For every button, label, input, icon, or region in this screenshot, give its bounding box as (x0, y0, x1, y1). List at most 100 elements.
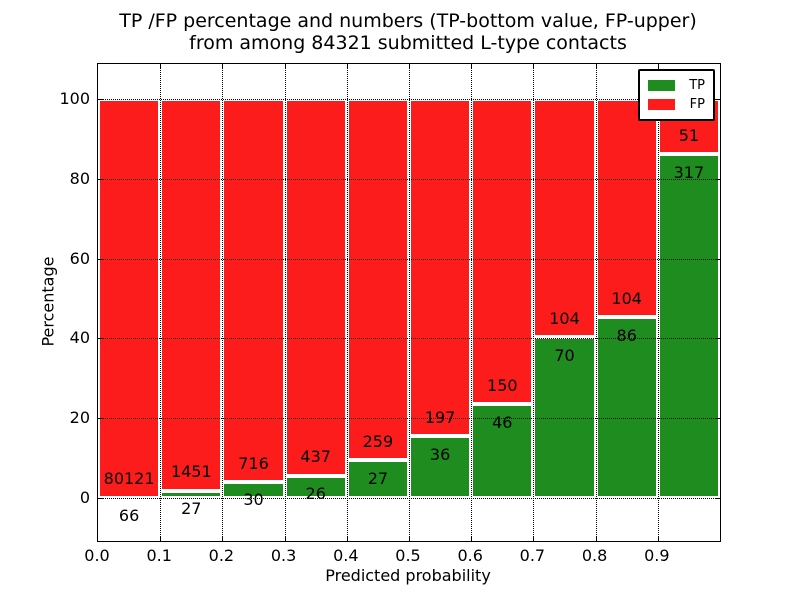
tickmark-y-right-100 (715, 99, 720, 100)
gridline-y-60 (98, 258, 720, 260)
x-tick-label-0.5: 0.5 (395, 546, 421, 565)
chart-title-line2: from among 84321 submitted L-type contac… (189, 32, 627, 54)
tickmark-x-top-6 (471, 64, 473, 69)
gridline-x-0.9 (657, 64, 659, 541)
annotation-fp-1: 1451 (170, 462, 212, 482)
gridline-x-0.3 (284, 64, 286, 541)
x-tick-label-0.6: 0.6 (457, 546, 483, 565)
bar-segment-fp-5 (409, 99, 472, 437)
tickmark-x-top-8 (595, 64, 597, 69)
annotation-fp-7: 104 (549, 309, 580, 329)
annotation-fp-3: 437 (300, 447, 331, 467)
tickmark-x-bottom-7 (533, 536, 535, 541)
annotation-fp-8: 104 (611, 289, 642, 309)
annotation-tp-8: 86 (616, 325, 637, 345)
tickmark-x-bottom-4 (346, 536, 348, 541)
tickmark-y-left-0 (98, 498, 103, 499)
bar-segment-tp-6 (471, 404, 534, 498)
x-tick-label-0.3: 0.3 (270, 546, 297, 565)
tickmark-x-bottom-1 (160, 536, 162, 541)
bar-segment-fp-2 (222, 99, 285, 482)
tickmark-y-left-20 (98, 418, 103, 420)
y-tick-label-40: 40 (69, 328, 90, 348)
plot-area: TP FP 80121 66 1451 27 716 30 437 26 259 27 197 36 15… (97, 63, 721, 542)
annotation-tp-2: 30 (243, 490, 264, 510)
tickmark-x-top-4 (346, 64, 348, 69)
tickmark-x-bottom-9 (657, 536, 659, 541)
bar-segment-fp-6 (471, 99, 534, 405)
y-tick-label-20: 20 (69, 408, 90, 428)
gridline-x-0.5 (409, 64, 410, 541)
annotation-tp-4: 27 (367, 468, 389, 488)
tickmark-y-left-40 (98, 338, 103, 340)
tickmark-x-bottom-2 (222, 536, 224, 541)
tickmark-y-left-100 (98, 99, 103, 100)
tickmark-x-top-3 (284, 64, 286, 69)
gridline-y-40 (98, 338, 720, 340)
gridline-y-20 (98, 418, 720, 420)
chart-title-line1: TP /FP percentage and numbers (TP-bottom… (119, 10, 697, 32)
x-tick-label-0.4: 0.4 (333, 546, 359, 565)
annotation-tp-7: 70 (554, 345, 575, 365)
bar-segment-tp-8 (595, 317, 658, 498)
gridline-y-0 (98, 498, 720, 499)
annotation-fp-4: 259 (362, 431, 394, 451)
tickmark-y-right-80 (715, 178, 720, 180)
legend-swatch-tp (648, 80, 675, 91)
tickmark-y-right-0 (715, 498, 720, 499)
x-tick-label-0.0: 0.0 (84, 546, 110, 565)
tickmark-x-bottom-3 (284, 536, 286, 541)
bar-segment-tp-9 (657, 154, 720, 498)
gridline-x-0.4 (346, 64, 348, 541)
annotation-tp-0: 66 (118, 506, 140, 526)
tickmark-y-left-80 (98, 178, 103, 180)
y-tick-label-80: 80 (69, 168, 90, 188)
annotation-tp-3: 26 (305, 483, 326, 503)
chart-title: TP /FP percentage and numbers (TP-bottom… (97, 10, 719, 54)
bar-segment-tp-3 (284, 475, 347, 498)
legend-item-tp: TP (648, 76, 705, 95)
annotation-tp-5: 36 (429, 444, 451, 464)
bar-segment-fp-1 (160, 99, 223, 491)
x-tick-label-0.9: 0.9 (644, 546, 670, 565)
legend-item-fp: FP (648, 95, 705, 114)
tickmark-x-top-2 (222, 64, 224, 69)
legend-swatch-fp (648, 99, 675, 110)
gridline-y-100 (98, 99, 720, 100)
y-tick-label-0: 0 (79, 488, 90, 507)
gridline-x-0.8 (595, 64, 597, 541)
y-axis-label: Percentage (38, 256, 58, 347)
x-tick-label-0.7: 0.7 (519, 546, 546, 565)
annotation-fp-2: 716 (238, 453, 269, 473)
tickmark-x-bottom-6 (471, 536, 473, 541)
tickmark-x-top-7 (533, 64, 535, 69)
bar-segment-fp-3 (284, 99, 347, 476)
bar-segment-tp-4 (346, 460, 409, 498)
annotation-fp-0: 80121 (103, 469, 155, 489)
annotation-fp-5: 197 (424, 407, 456, 427)
annotation-tp-1: 27 (181, 499, 202, 519)
gridline-x-0.7 (533, 64, 535, 541)
tickmark-y-right-20 (715, 418, 720, 420)
x-axis-label: Predicted probability (325, 566, 491, 585)
tickmark-x-bottom-8 (595, 536, 597, 541)
gridline-y-80 (98, 178, 720, 180)
tickmark-y-right-60 (715, 258, 720, 260)
annotation-tp-6: 46 (492, 412, 513, 432)
bar-segment-tp-2 (222, 481, 285, 498)
tickmark-x-top-5 (409, 64, 410, 69)
legend-label-tp: TP (689, 78, 705, 93)
tickmark-y-left-60 (98, 258, 103, 260)
annotation-tp-9: 317 (673, 162, 705, 182)
tickmark-x-top-1 (160, 64, 162, 69)
legend: TP FP (638, 69, 715, 121)
gridline-x-0.1 (160, 64, 162, 541)
bar-segment-tp-5 (409, 436, 472, 498)
annotation-fp-6: 150 (487, 376, 518, 395)
x-tick-label-0.8: 0.8 (581, 546, 608, 565)
x-tick-label-0.2: 0.2 (208, 546, 235, 565)
bar-segment-fp-4 (346, 99, 409, 461)
bar-segment-fp-8 (595, 99, 658, 318)
bar-segment-tp-1 (160, 490, 223, 498)
